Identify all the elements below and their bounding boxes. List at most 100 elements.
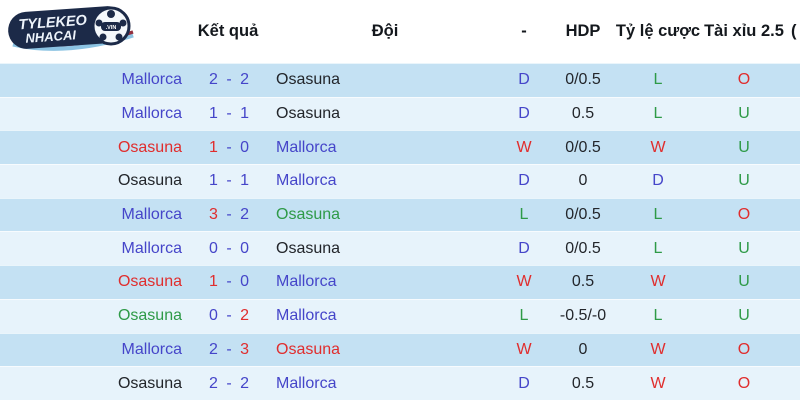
column-header-odds: Tỷ lệ cược — [615, 22, 701, 40]
away-score: 3 — [240, 340, 250, 358]
odds-result-letter: W — [650, 374, 666, 392]
logo-ball-text: .VIN — [106, 25, 117, 31]
handicap-value: 0/0.5 — [565, 138, 601, 156]
handicap-value: 0.5 — [571, 105, 595, 123]
odds-result-letter: L — [653, 105, 663, 123]
result-letter: W — [516, 340, 532, 358]
match-score: 3 - 2 — [184, 206, 274, 224]
h2h-results-table: Mallorca 2 - 2 Osasuna D 0/0.5 L O Mallo… — [0, 63, 800, 400]
home-score: 3 — [208, 206, 218, 224]
handicap-value: 0 — [578, 172, 588, 190]
odds-result-letter: D — [652, 172, 664, 190]
away-score: 0 — [240, 239, 250, 257]
away-team-name: Osasuna — [276, 239, 341, 257]
handicap-value: 0 — [578, 340, 588, 358]
away-team-name: Mallorca — [276, 273, 337, 291]
table-row: Osasuna 1 - 1 Mallorca D 0 D U — [0, 164, 800, 198]
over-under-letter: U — [738, 273, 750, 291]
away-team-name: Mallorca — [276, 307, 337, 325]
result-letter: D — [518, 172, 530, 190]
score-separator: - — [226, 71, 232, 89]
odds-result-letter: W — [650, 340, 666, 358]
result-letter: D — [518, 374, 530, 392]
match-score: 1 - 1 — [184, 105, 274, 123]
column-header-over-under: Tài xỉu 2.5 — [704, 22, 784, 40]
over-under-letter: U — [738, 172, 750, 190]
away-team-name: Mallorca — [276, 138, 337, 156]
handicap-value: 0.5 — [571, 273, 595, 291]
score-separator: - — [226, 239, 232, 257]
logo-text-line2: NHACAI — [25, 27, 77, 46]
home-team-name: Mallorca — [121, 206, 182, 224]
column-header-result: Kết quả — [197, 22, 259, 40]
match-score: 0 - 2 — [184, 307, 274, 325]
table-row: Osasuna 1 - 0 Mallorca W 0.5 W U — [0, 265, 800, 299]
column-header-dash: - — [521, 22, 527, 40]
away-team-name: Mallorca — [276, 374, 337, 392]
column-header-hdp: HDP — [565, 22, 601, 40]
home-score: 1 — [208, 172, 218, 190]
match-score: 2 - 2 — [184, 71, 274, 89]
column-header-team: Đội — [371, 22, 399, 40]
result-letter: D — [518, 239, 530, 257]
home-team-name: Mallorca — [121, 105, 182, 123]
match-score: 1 - 0 — [184, 139, 274, 157]
over-under-letter: O — [737, 71, 751, 89]
table-row: Mallorca 2 - 3 Osasuna W 0 W O — [0, 332, 800, 367]
away-score: 2 — [240, 374, 250, 392]
odds-result-letter: L — [653, 307, 663, 325]
handicap-value: 0/0.5 — [565, 71, 601, 89]
home-team-name: Osasuna — [117, 273, 182, 291]
away-score: 0 — [240, 138, 250, 156]
home-team-name: Osasuna — [117, 307, 182, 325]
home-team-name: Mallorca — [121, 71, 182, 89]
logo-text-line1: TYLEKEO — [18, 13, 88, 34]
over-under-letter: U — [738, 138, 750, 156]
home-team-name: Osasuna — [117, 138, 182, 156]
match-score: 2 - 2 — [184, 375, 274, 393]
column-header-partial: ( — [791, 22, 797, 40]
over-under-letter: O — [737, 206, 751, 224]
table-row: Osasuna 0 - 2 Mallorca L -0.5/-0 L U — [0, 298, 800, 333]
table-row: Osasuna 2 - 2 Mallorca D 0.5 W O — [0, 366, 800, 400]
table-row: Mallorca 1 - 1 Osasuna D 0.5 L U — [0, 96, 800, 131]
odds-result-letter: W — [650, 273, 666, 291]
result-letter: D — [518, 71, 530, 89]
home-team-name: Osasuna — [117, 374, 182, 392]
score-separator: - — [226, 374, 232, 392]
home-team-name: Osasuna — [117, 172, 182, 190]
home-score: 1 — [208, 105, 218, 123]
over-under-letter: O — [737, 340, 751, 358]
home-score: 1 — [208, 273, 218, 291]
result-letter: D — [518, 105, 530, 123]
home-score: 0 — [208, 239, 218, 257]
result-letter: W — [516, 273, 532, 291]
tylekeo-nhacai-logo: TYLEKEO NHACAI .VIN — [8, 6, 134, 51]
away-team-name: Osasuna — [276, 206, 341, 224]
score-separator: - — [226, 105, 232, 123]
result-letter: L — [519, 206, 529, 224]
away-score: 2 — [240, 206, 250, 224]
home-team-name: Mallorca — [121, 340, 182, 358]
match-score: 2 - 3 — [184, 341, 274, 359]
soccer-ball-icon: .VIN — [91, 6, 131, 46]
away-team-name: Osasuna — [276, 105, 341, 123]
result-letter: W — [516, 138, 532, 156]
away-score: 0 — [240, 273, 250, 291]
odds-result-letter: W — [650, 138, 666, 156]
score-separator: - — [226, 307, 232, 325]
away-score: 1 — [240, 105, 250, 123]
result-letter: L — [519, 307, 529, 325]
handicap-value: 0/0.5 — [565, 239, 601, 257]
away-score: 2 — [240, 71, 250, 89]
away-team-name: Osasuna — [276, 340, 341, 358]
home-score: 2 — [208, 71, 218, 89]
away-team-name: Mallorca — [276, 172, 337, 190]
over-under-letter: U — [738, 105, 750, 123]
table-row: Mallorca 2 - 2 Osasuna D 0/0.5 L O — [0, 63, 800, 97]
match-score: 0 - 0 — [184, 240, 274, 258]
away-team-name: Osasuna — [276, 71, 341, 89]
handicap-value: 0.5 — [571, 374, 595, 392]
table-row: Mallorca 0 - 0 Osasuna D 0/0.5 L U — [0, 231, 800, 266]
